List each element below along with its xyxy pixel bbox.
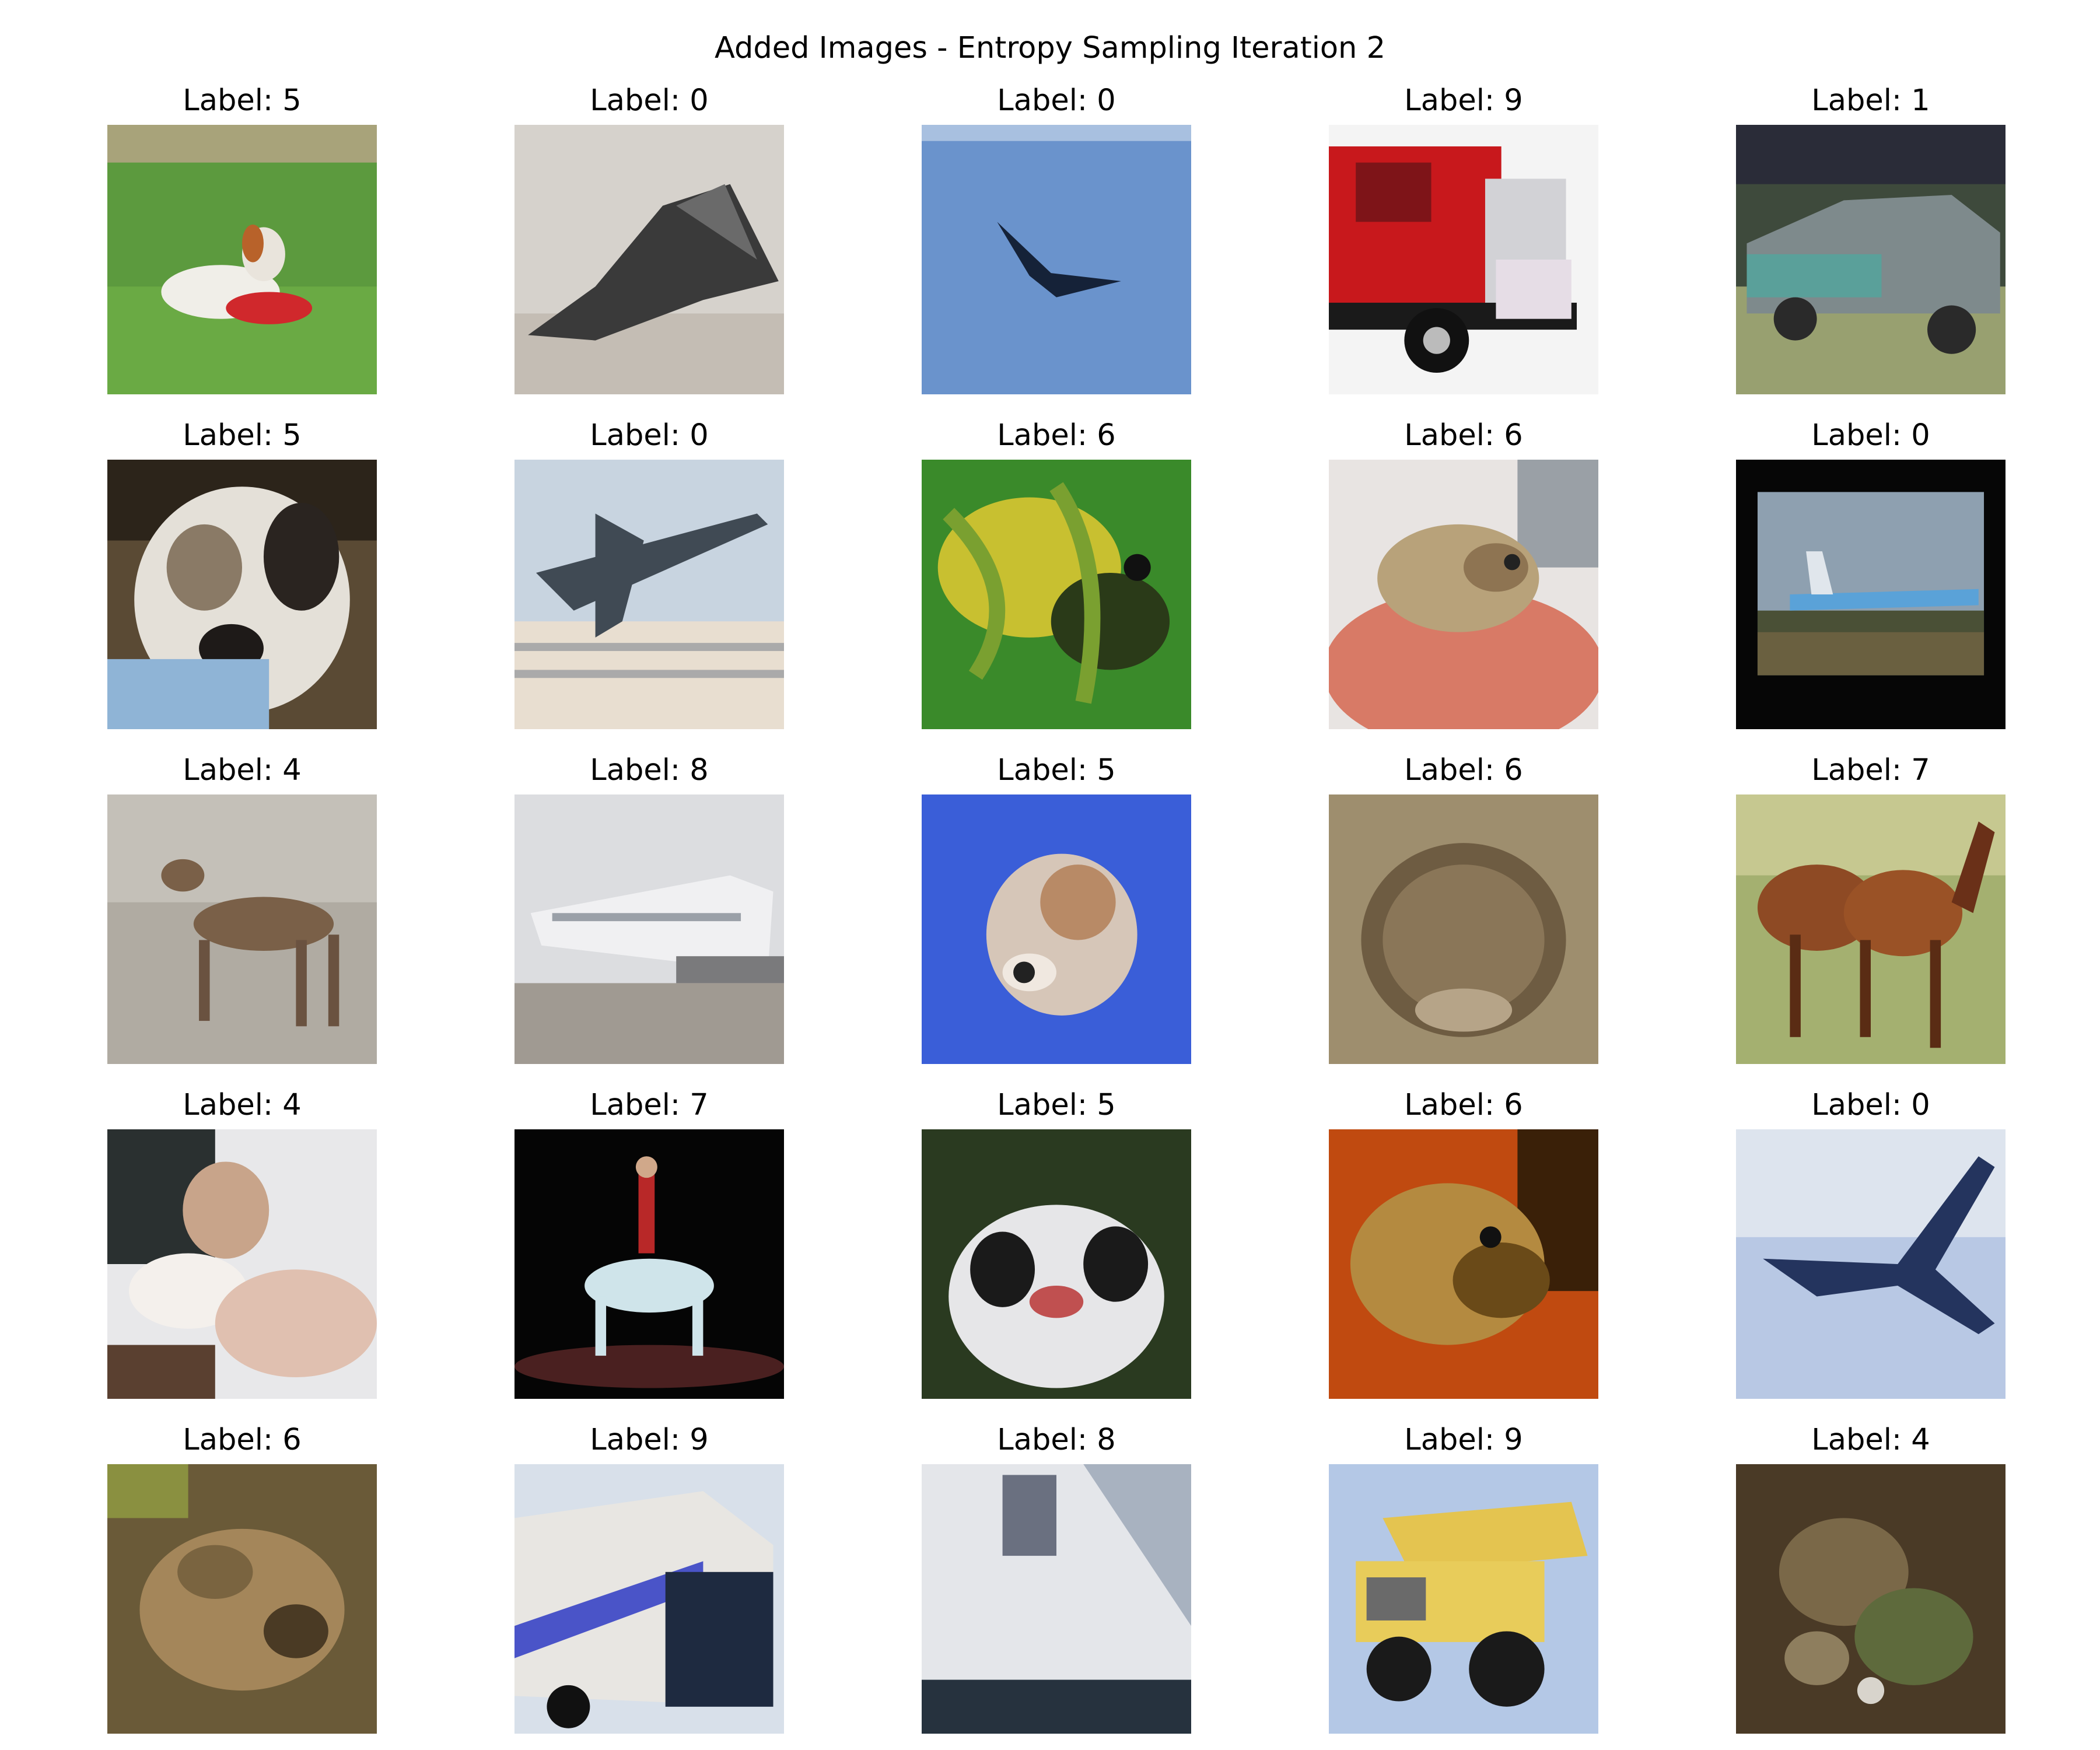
dog-thumbnail-image (107, 460, 377, 729)
image-label: Label: 6 (1404, 753, 1523, 788)
image-label: Label: 0 (1811, 418, 1930, 453)
image-label: Label: 9 (590, 1423, 709, 1457)
image-label: Label: 6 (183, 1423, 302, 1457)
airplane-thumbnail-image (922, 125, 1191, 394)
image-label: Label: 8 (590, 753, 709, 788)
deer-thumbnail-image (107, 794, 377, 1064)
image-label: Label: 4 (183, 753, 302, 788)
image-label: Label: 0 (1811, 1088, 1930, 1122)
airplane-thumbnail-image (514, 460, 784, 729)
truck-thumbnail-image (1329, 1464, 1598, 1734)
ship-thumbnail-image (922, 1464, 1191, 1734)
image-label: Label: 1 (1811, 83, 1930, 118)
figure-title: Added Images - Entropy Sampling Iteratio… (714, 31, 1386, 65)
image-label: Label: 9 (1404, 1423, 1523, 1457)
image-label: Label: 0 (590, 418, 709, 453)
image-label: Label: 7 (590, 1088, 709, 1122)
deer-thumbnail-image (1736, 1464, 2006, 1734)
frog-thumbnail-image (1329, 460, 1598, 729)
ship-thumbnail-image (514, 794, 784, 1064)
frog-thumbnail-image (1329, 1129, 1598, 1399)
image-label: Label: 8 (997, 1423, 1116, 1457)
image-label: Label: 5 (997, 1088, 1116, 1122)
image-label: Label: 6 (1404, 418, 1523, 453)
deer-thumbnail-image (107, 1129, 377, 1399)
image-label: Label: 0 (997, 83, 1116, 118)
image-label: Label: 0 (590, 83, 709, 118)
dog-thumbnail-image (922, 794, 1191, 1064)
image-label: Label: 7 (1811, 753, 1930, 788)
truck-thumbnail-image (1329, 125, 1598, 394)
airplane-thumbnail-image (1736, 1129, 2006, 1399)
image-label: Label: 6 (997, 418, 1116, 453)
dog-thumbnail-image (922, 1129, 1191, 1399)
image-label: Label: 9 (1404, 83, 1523, 118)
image-label: Label: 6 (1404, 1088, 1523, 1122)
image-label: Label: 5 (183, 83, 302, 118)
image-label: Label: 4 (1811, 1423, 1930, 1457)
frog-thumbnail-image (922, 460, 1191, 729)
frog-thumbnail-image (107, 1464, 377, 1734)
image-label: Label: 5 (997, 753, 1116, 788)
horse-thumbnail-image (514, 1129, 784, 1399)
automobile-thumbnail-image (1736, 125, 2006, 394)
dog-thumbnail-image (107, 125, 377, 394)
image-label: Label: 4 (183, 1088, 302, 1122)
horse-thumbnail-image (1736, 794, 2006, 1064)
truck-thumbnail-image (514, 1464, 784, 1734)
airplane-thumbnail-image (514, 125, 784, 394)
airplane-thumbnail-image (1736, 460, 2006, 729)
frog-thumbnail-image (1329, 794, 1598, 1064)
image-label: Label: 5 (183, 418, 302, 453)
